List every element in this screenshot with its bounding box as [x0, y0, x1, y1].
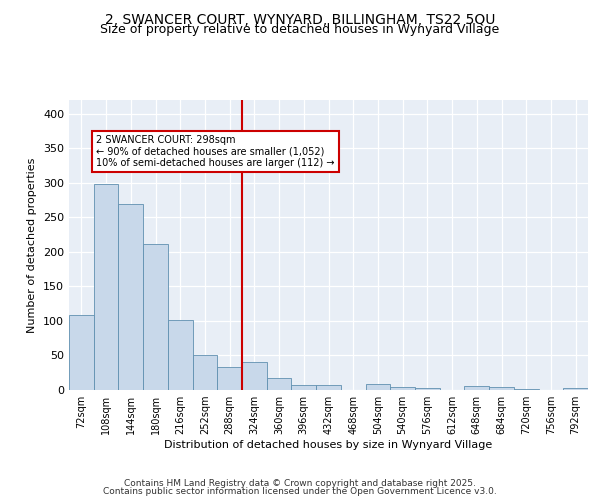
Text: Size of property relative to detached houses in Wynyard Village: Size of property relative to detached ho…: [100, 22, 500, 36]
Bar: [217, 367, 242, 390]
Bar: [143, 244, 168, 390]
Bar: [193, 355, 217, 390]
Bar: [69, 314, 94, 390]
Bar: [242, 362, 267, 390]
Text: 2, SWANCER COURT, WYNYARD, BILLINGHAM, TS22 5QU: 2, SWANCER COURT, WYNYARD, BILLINGHAM, T…: [105, 12, 495, 26]
Bar: [267, 378, 292, 390]
Bar: [94, 184, 118, 390]
Bar: [489, 386, 514, 390]
Bar: [365, 384, 390, 390]
Text: 2 SWANCER COURT: 298sqm
← 90% of detached houses are smaller (1,052)
10% of semi: 2 SWANCER COURT: 298sqm ← 90% of detache…: [96, 134, 335, 168]
Bar: [118, 204, 143, 390]
Bar: [464, 386, 489, 390]
Bar: [168, 320, 193, 390]
Bar: [292, 385, 316, 390]
Y-axis label: Number of detached properties: Number of detached properties: [28, 158, 37, 332]
Bar: [316, 385, 341, 390]
Bar: [390, 386, 415, 390]
X-axis label: Distribution of detached houses by size in Wynyard Village: Distribution of detached houses by size …: [164, 440, 493, 450]
Text: Contains public sector information licensed under the Open Government Licence v3: Contains public sector information licen…: [103, 487, 497, 496]
Bar: [415, 388, 440, 390]
Text: Contains HM Land Registry data © Crown copyright and database right 2025.: Contains HM Land Registry data © Crown c…: [124, 478, 476, 488]
Bar: [563, 388, 588, 390]
